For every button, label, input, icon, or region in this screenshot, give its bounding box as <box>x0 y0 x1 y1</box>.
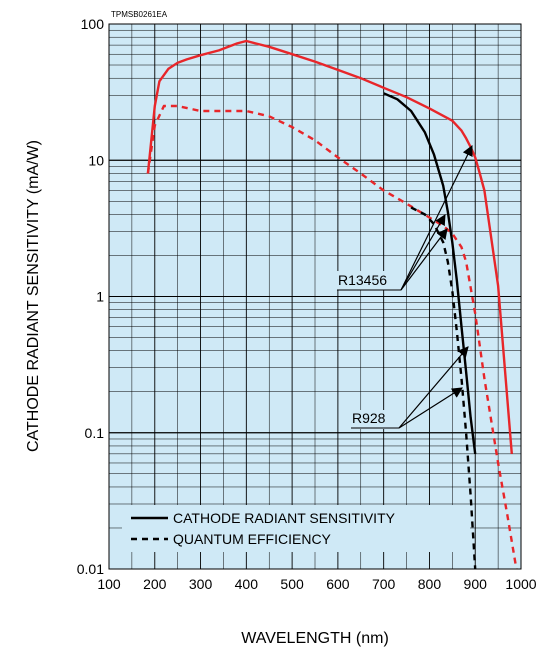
x-tick-label: 1000 <box>505 576 536 592</box>
annotation-arrow <box>400 214 446 291</box>
y-tick-label: 1 <box>96 289 104 305</box>
legend: CATHODE RADIANT SENSITIVITY QUANTUM EFFIC… <box>122 505 470 552</box>
plot-frame <box>108 23 522 570</box>
legend-label: QUANTUM EFFICIENCY <box>173 531 332 547</box>
series-line-r13456-quantum-efficiency <box>146 104 518 570</box>
y-tick-label: 0.01 <box>77 561 104 577</box>
tick-labels: 100 200 300 400 500 600 700 800 900 1000 0.01 0.1 1 1… <box>77 16 537 592</box>
annotations: R13456 R928 <box>337 145 473 429</box>
x-tick-label: 600 <box>326 576 350 592</box>
y-tick-label: 100 <box>81 16 105 32</box>
series-group <box>146 39 518 570</box>
x-tick-label: 400 <box>235 576 259 592</box>
annotation-label: R928 <box>352 410 386 426</box>
figure-code: TPMSB0261EA <box>111 10 168 19</box>
x-tick-label: 300 <box>189 576 213 592</box>
x-axis-title: WAVELENGTH (nm) <box>241 630 389 647</box>
y-tick-label: 10 <box>88 152 104 168</box>
annotation-bg <box>337 271 401 290</box>
x-tick-label: 500 <box>280 576 304 592</box>
x-tick-label: 200 <box>143 576 167 592</box>
annotation-arrow <box>400 228 448 291</box>
x-tick-label: 900 <box>464 576 488 592</box>
annotation-label: R13456 <box>338 272 387 288</box>
y-tick-label: 0.1 <box>85 425 105 441</box>
y-axis-title: CATHODE RADIANT SENSITIVITY (mA/W) <box>25 140 42 452</box>
x-tick-label: 700 <box>372 576 396 592</box>
legend-label: CATHODE RADIANT SENSITIVITY <box>173 510 396 526</box>
annotation-arrow <box>398 387 463 429</box>
series-line-r928-radiant-sensitivity <box>383 92 477 455</box>
annotation-bg <box>351 410 399 429</box>
x-tick-label: 100 <box>97 576 121 592</box>
x-tick-label: 800 <box>418 576 442 592</box>
annotation-arrow <box>398 346 469 429</box>
series-line-r13456-radiant-sensitivity <box>146 39 513 454</box>
legend-box <box>122 505 470 552</box>
series-line-r928-quantum-efficiency <box>410 206 477 570</box>
